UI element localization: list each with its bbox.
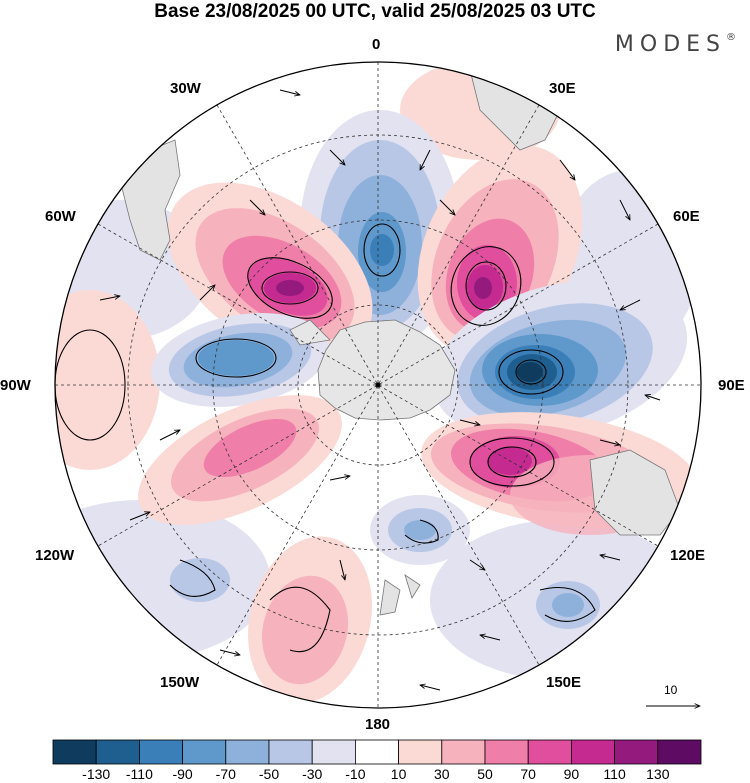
colorbar-swatch (484, 739, 529, 765)
lon-label-60w: 60W (45, 208, 76, 225)
colorbar-swatch (571, 739, 616, 765)
lon-label-30e: 30E (549, 80, 576, 97)
colorbar-tick-label: 10 (390, 766, 407, 782)
colorbar-tick-label: 90 (563, 766, 580, 782)
south-pole-marker (375, 382, 381, 388)
colorbar-swatch (311, 739, 356, 765)
colorbar-swatch (138, 739, 183, 765)
lon-label-180: 180 (365, 716, 391, 733)
colorbar-swatch (225, 739, 270, 765)
colorbar-tick-label: -30 (302, 766, 323, 782)
lon-label-60e: 60E (673, 208, 700, 225)
lon-label-120w: 120W (35, 547, 75, 564)
map-title: Base 23/08/2025 00 UTC, valid 25/08/2025… (154, 1, 596, 22)
colorbar-swatch (657, 739, 702, 765)
colorbar-tick-label: -70 (215, 766, 236, 782)
lon-label-30w: 30W (170, 80, 201, 97)
colorbar-swatch (95, 739, 140, 765)
wind-vectors (55, 223, 596, 653)
colorbar-tick-label: 50 (477, 766, 493, 782)
colorbar-swatch (354, 739, 399, 765)
colorbar-tick-label: 110 (603, 766, 626, 782)
new-zealand-landmass (379, 579, 401, 616)
lon-label-150e: 150E (546, 674, 582, 691)
lon-label-90e: 90E (718, 377, 745, 394)
map-boundary (54, 61, 702, 709)
colorbar-tick-label: -130 (82, 766, 111, 782)
lon-label-150w: 150W (160, 674, 200, 691)
colorbar-tick-label: -110 (125, 766, 153, 782)
colorbar-swatch (398, 739, 443, 765)
negative-anomaly-130w (170, 558, 230, 602)
anomaly-field (55, 62, 701, 708)
colorbar-tick-label: -50 (258, 766, 280, 782)
colorbar-tick-label: 130 (646, 766, 670, 782)
colorbar-tick-label: 70 (520, 766, 536, 782)
weak-positive-anomaly (55, 290, 160, 470)
weak-negative-anomaly (55, 500, 270, 660)
colorbar-tick-label: 30 (434, 766, 450, 782)
brand-mark: ® (726, 32, 736, 43)
colorbar-swatch (614, 739, 659, 765)
reference-vector-label: 10 (664, 683, 678, 697)
brand-text: MODES (614, 32, 726, 57)
modes-logo: MODES® (615, 32, 736, 57)
colorbar-swatch (527, 739, 572, 765)
lon-label-0: 0 (372, 36, 381, 53)
colorbar-tick-label: -10 (345, 766, 366, 782)
graticule (55, 62, 701, 708)
lon-label-120e: 120E (670, 547, 706, 564)
wind-arrow-field (99, 89, 661, 691)
colorbar (52, 739, 702, 765)
colorbar-swatch (182, 739, 227, 765)
colorbar-swatch (441, 739, 486, 765)
antarctica-landmass (317, 319, 456, 421)
colorbar-swatch (52, 739, 97, 765)
lon-label-90w: 90W (0, 377, 31, 394)
colorbar-tick-label: -90 (172, 766, 193, 782)
colorbar-swatch (268, 739, 313, 765)
